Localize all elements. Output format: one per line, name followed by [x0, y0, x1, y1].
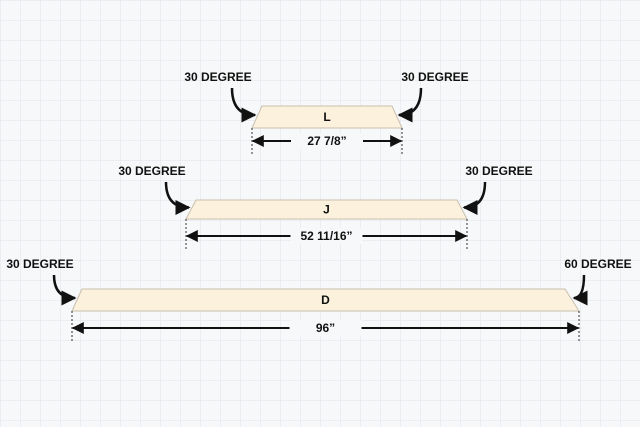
angle-arrow: [572, 274, 588, 306]
dimension-bg: [289, 320, 362, 336]
board: [185, 199, 468, 220]
dimension-text: 96”: [316, 321, 335, 335]
angle-arrow: [230, 87, 257, 123]
angle-arrow: [164, 181, 191, 215]
angle-label: 30 DEGREE: [118, 164, 185, 178]
dimension-text: 27 7/8”: [307, 134, 346, 148]
angle-label: 60 DEGREE: [564, 257, 631, 271]
angle-label: 30 DEGREE: [184, 70, 251, 84]
board: [71, 288, 580, 312]
board-label: J: [323, 203, 330, 217]
angle-arrow: [397, 87, 423, 123]
dimension-text: 52 11/16”: [300, 229, 352, 243]
angle-arrow: [462, 181, 487, 215]
dimension-bg: [290, 228, 363, 244]
angle-label: 30 DEGREE: [465, 164, 532, 178]
dimension-bg: [291, 133, 363, 149]
angle-arrow: [52, 274, 77, 306]
board-label: L: [323, 110, 330, 124]
angle-label: 30 DEGREE: [401, 70, 468, 84]
board-label: D: [321, 293, 330, 307]
board: [251, 105, 403, 129]
angle-label: 30 DEGREE: [6, 257, 73, 271]
